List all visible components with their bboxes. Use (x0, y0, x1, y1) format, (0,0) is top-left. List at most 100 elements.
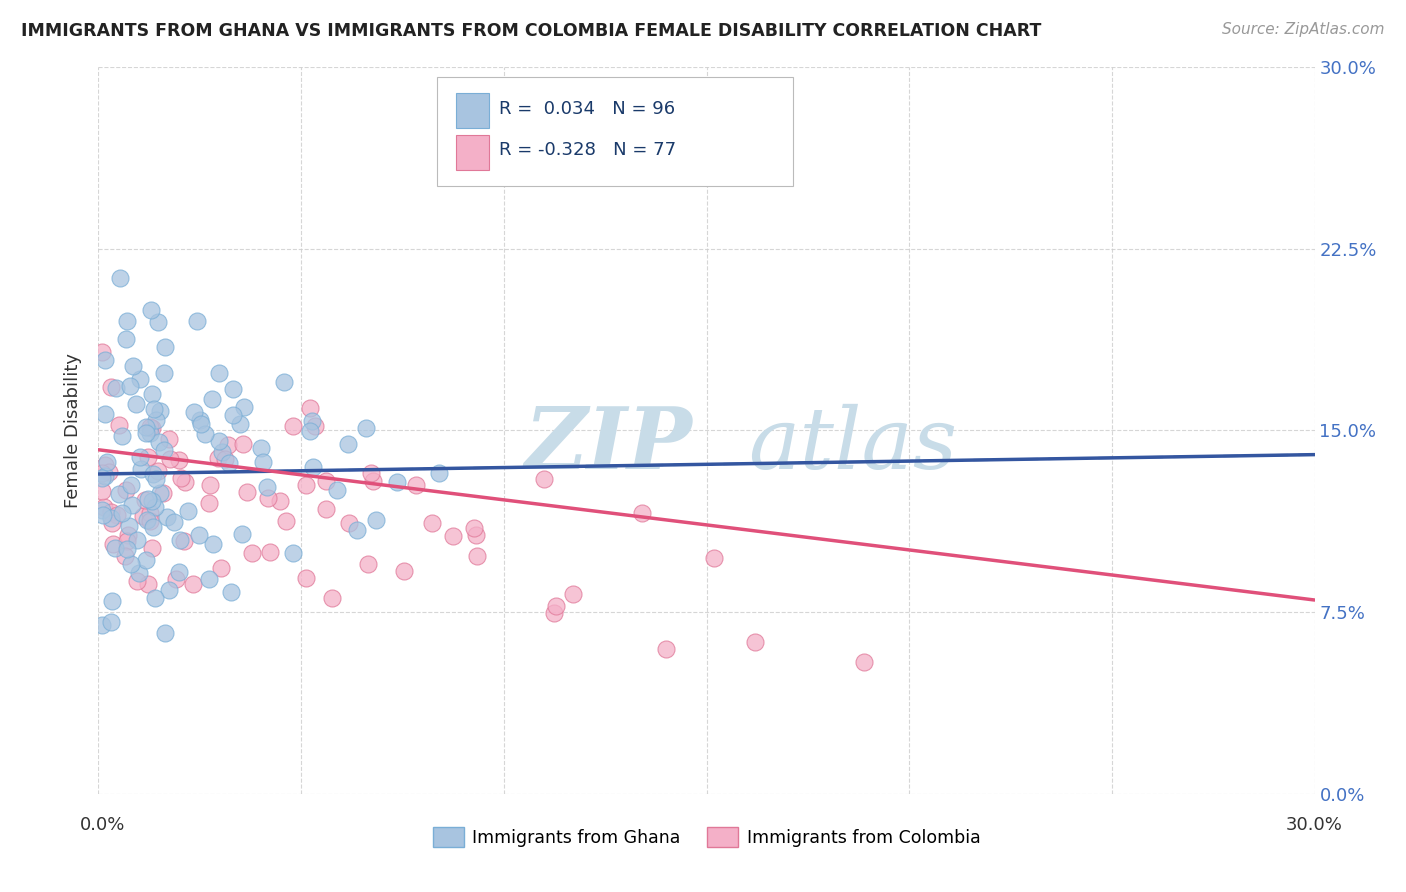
Point (217, 438, 239, 452)
Point (392, 565, 415, 579)
Point (91, 508, 114, 522)
Point (562, 587, 585, 601)
Point (139, 425, 162, 440)
Point (135, 426, 157, 441)
Point (295, 571, 318, 585)
Point (93, 469, 115, 483)
Point (117, 528, 139, 542)
Point (120, 557, 142, 571)
Point (543, 606, 565, 620)
Point (143, 500, 166, 514)
Point (111, 506, 134, 520)
Point (655, 641, 678, 656)
Point (298, 424, 321, 438)
Point (93, 500, 115, 514)
Point (346, 523, 368, 537)
Point (91, 467, 114, 481)
Point (186, 313, 208, 327)
Point (111, 429, 134, 443)
Point (122, 359, 145, 374)
Point (129, 462, 152, 476)
Point (321, 591, 343, 605)
Point (91, 618, 114, 632)
Point (134, 493, 156, 508)
Point (165, 572, 187, 586)
Point (229, 417, 252, 432)
Point (108, 418, 131, 433)
Point (141, 421, 163, 435)
Point (100, 594, 122, 608)
Point (361, 474, 384, 488)
Point (357, 557, 380, 571)
Point (135, 419, 157, 434)
Point (115, 314, 138, 328)
Point (187, 528, 209, 542)
Point (100, 615, 122, 629)
Point (183, 405, 205, 419)
Point (136, 513, 159, 527)
Point (852, 656, 875, 670)
Point (207, 450, 229, 465)
Legend: Immigrants from Ghana, Immigrants from Colombia: Immigrants from Ghana, Immigrants from C… (426, 821, 987, 855)
Point (208, 434, 231, 449)
Point (128, 450, 150, 465)
Text: 0.0%: 0.0% (80, 816, 125, 834)
Point (169, 533, 191, 548)
Point (141, 541, 163, 556)
Point (105, 381, 128, 395)
Point (142, 401, 165, 416)
Point (236, 484, 259, 499)
Point (298, 401, 321, 416)
Point (125, 574, 148, 589)
Point (121, 498, 143, 512)
Point (194, 427, 217, 442)
Point (256, 491, 278, 505)
Point (295, 478, 318, 492)
Point (304, 419, 326, 434)
Point (283, 419, 305, 434)
Point (269, 494, 291, 508)
Point (103, 541, 125, 556)
Point (441, 529, 464, 543)
Point (232, 437, 254, 451)
Point (149, 486, 172, 500)
Point (91, 503, 114, 517)
Point (141, 387, 163, 401)
Point (156, 510, 179, 524)
Point (252, 455, 274, 469)
Point (139, 514, 162, 528)
Point (467, 549, 489, 564)
Point (177, 504, 200, 518)
Point (115, 533, 138, 548)
Point (337, 516, 360, 531)
Point (141, 494, 163, 508)
Point (465, 528, 488, 542)
Point (197, 572, 219, 586)
Point (249, 442, 271, 456)
Point (96, 455, 118, 469)
Point (218, 456, 240, 470)
Point (315, 475, 337, 489)
Point (163, 515, 186, 529)
Point (115, 332, 138, 346)
Point (146, 316, 169, 330)
Point (301, 459, 323, 474)
Y-axis label: Female Disability: Female Disability (65, 353, 83, 508)
Point (326, 483, 349, 497)
Point (136, 491, 159, 506)
Text: 30.0%: 30.0% (1286, 816, 1343, 834)
Point (98, 465, 121, 479)
Point (152, 485, 174, 500)
Point (138, 506, 160, 520)
Point (256, 480, 278, 494)
Point (337, 437, 360, 451)
Point (108, 270, 131, 285)
Point (148, 435, 170, 450)
Point (120, 378, 142, 392)
Point (427, 467, 450, 481)
Point (136, 450, 159, 465)
Point (190, 417, 212, 431)
Point (136, 577, 159, 591)
Point (188, 412, 211, 426)
Point (135, 552, 157, 566)
